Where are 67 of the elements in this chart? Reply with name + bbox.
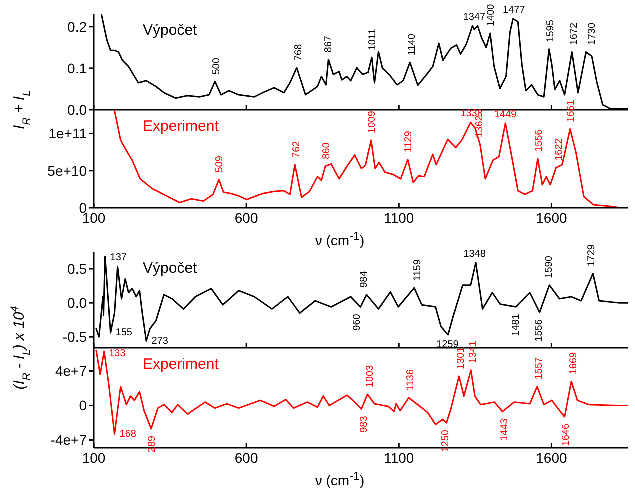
annotation: 1556 [534, 129, 545, 152]
y-tick-label: 4e+7 [55, 363, 88, 380]
annotation: 1590 [544, 256, 556, 278]
y-tick-label: 0.5 [68, 260, 88, 277]
annotation: 762 [292, 140, 303, 158]
annotation: 1646 [561, 424, 572, 446]
annotation: 1672 [569, 22, 580, 46]
annotation: 1477 [503, 4, 526, 16]
annotation: 1443 [499, 418, 510, 442]
series-label: Experiment [143, 118, 219, 135]
annotation: 1557 [534, 357, 546, 380]
annotation: 289 [147, 436, 158, 453]
series-label: Výpočet [143, 22, 198, 39]
annotation: 1129 [403, 130, 414, 153]
annotation: 768 [293, 44, 304, 62]
annotation: 133 [109, 348, 126, 360]
x-tick-label: 600 [234, 210, 258, 226]
y-tick-label: 0.2 [68, 18, 88, 35]
annotation: 168 [120, 428, 137, 440]
annotation: 137 [110, 252, 128, 264]
annotation: 1481 [510, 314, 522, 336]
annotation: 1011 [367, 28, 378, 51]
annotation: 1595 [546, 20, 557, 42]
annotation: 1159 [412, 259, 424, 282]
annotation: 1140 [406, 34, 418, 56]
annotation: 273 [152, 336, 169, 347]
annotation: 509 [214, 156, 226, 173]
annotation: 1730 [586, 22, 598, 46]
annotation: 860 [321, 142, 332, 160]
y-tick-label: 0.0 [68, 295, 88, 312]
annotation: 1729 [586, 244, 598, 267]
annotation: 960 [352, 314, 363, 331]
annotation: 1347 [463, 12, 486, 24]
annotation: 1348 [464, 248, 486, 260]
x-tick-label: 1600 [536, 450, 568, 466]
annotation: 1449 [494, 109, 518, 120]
series-label: Experiment [143, 356, 219, 373]
annotation: 155 [116, 328, 133, 339]
y-tick-label: -4e+7 [50, 432, 88, 448]
annotation: 983 [358, 416, 370, 433]
x-tick-label: 1600 [536, 210, 568, 226]
annotation: 1250 [440, 430, 452, 452]
annotation: 1400 [486, 4, 498, 27]
annotation: 867 [324, 36, 335, 53]
y-tick-label: 0.1 [68, 60, 88, 76]
annotation: 984 [359, 270, 370, 288]
y-tick-label: 0.0 [68, 102, 88, 118]
annotation: 1556 [534, 319, 545, 342]
x-axis-title: ν (cm$^{-1}$) [314, 470, 366, 489]
annotation: 500 [212, 58, 223, 75]
x-tick-label: 1100 [384, 450, 414, 466]
x-axis-title: ν (cm$^{-1}$) [314, 230, 366, 249]
annotation: 1669 [568, 352, 580, 375]
y-tick-label: 5e+10 [48, 162, 88, 179]
x-tick-label: 600 [234, 450, 258, 466]
y-tick-label: -0.5 [62, 329, 88, 346]
series-label: Výpočet [143, 260, 198, 277]
y-tick-label: 0 [79, 398, 88, 414]
annotation: 1622 [554, 138, 565, 161]
x-tick-label: 1100 [384, 210, 414, 226]
annotation: 1136 [406, 369, 417, 391]
annotation: 1341 [468, 340, 480, 364]
y-tick-label: 1e+11 [48, 126, 88, 142]
x-tick-label: 100 [82, 450, 106, 466]
annotation: 1003 [365, 364, 376, 388]
annotation: 1661 [566, 100, 577, 122]
annotation: 1009 [366, 110, 378, 134]
